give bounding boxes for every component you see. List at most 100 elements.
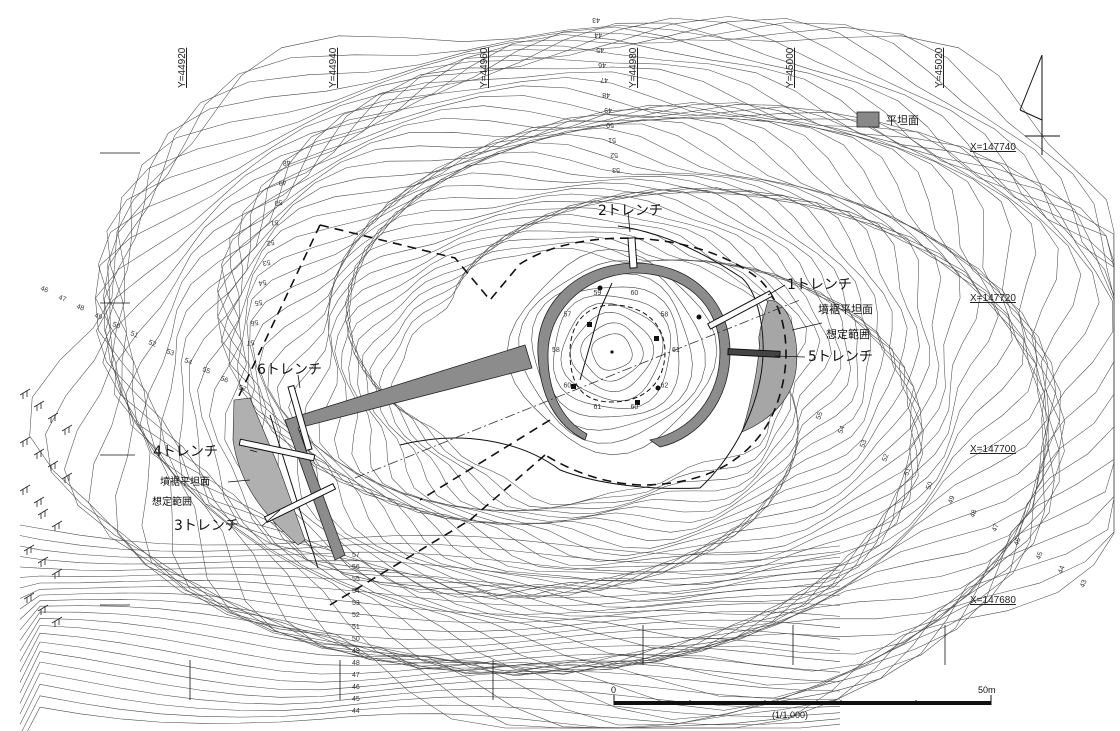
elevation-label: 57 — [246, 338, 255, 346]
contour-line — [102, 66, 1082, 671]
elevation-label: 56 — [352, 564, 360, 571]
elevation-label: 46 — [39, 285, 49, 294]
elevation-label: 51 — [608, 136, 616, 143]
trench-labels: 2トレンチ 1トレンチ 5トレンチ 6トレンチ 4トレンチ 3トレンチ — [153, 203, 873, 534]
elevation-label: 49 — [278, 178, 287, 186]
contour-line — [19, 599, 841, 632]
contour-line — [19, 632, 841, 675]
contour-line — [88, 18, 1115, 726]
mound-contour-line — [580, 322, 644, 382]
contour-line — [288, 187, 915, 570]
contour-line — [98, 26, 1115, 686]
contour-line — [19, 661, 841, 704]
flat-ring — [537, 262, 731, 448]
contour-line — [27, 706, 841, 731]
contour-line — [209, 109, 1044, 640]
contour-line — [249, 142, 930, 596]
contour-line — [378, 241, 786, 509]
hachure-mark — [37, 604, 49, 615]
elevation-label: 58 — [661, 312, 669, 319]
leader-lines — [227, 211, 823, 527]
assumed-boundary — [236, 224, 787, 606]
elevation-label: 47 — [57, 294, 67, 303]
annotation-east-range: 想定範囲 — [826, 327, 870, 341]
elevation-label: 51 — [352, 624, 360, 631]
hachure-mark — [23, 544, 35, 555]
contour-line — [221, 119, 999, 602]
trench-label-5: 5トレンチ — [808, 349, 873, 365]
hachure-mark — [51, 520, 63, 531]
elevation-label: 55 — [201, 366, 211, 375]
contour-line — [21, 695, 841, 731]
contour-line — [19, 683, 841, 725]
contour-line — [19, 641, 841, 683]
elevation-label: 45 — [352, 696, 360, 703]
trench-label-6: 6トレンチ — [257, 362, 322, 378]
hachure-mark — [37, 556, 49, 567]
grid-y-label: Y=45000 — [785, 47, 796, 88]
contour-line — [276, 182, 920, 575]
hachure-mark — [33, 400, 45, 411]
contour-line — [19, 618, 841, 658]
elevation-label: 48 — [75, 303, 85, 312]
elevation-label: 57 — [563, 312, 571, 319]
elevation-label: 48 — [969, 509, 978, 519]
trench-2 — [627, 237, 638, 269]
contour-line — [45, 27, 1115, 729]
contour-line — [334, 188, 885, 557]
elevation-label: 53 — [352, 600, 360, 607]
contour-line — [19, 556, 841, 581]
elevation-label: 44 — [594, 31, 602, 38]
contour-line — [19, 611, 841, 649]
elevation-label: 58 — [552, 347, 560, 354]
contour-line — [105, 16, 1115, 720]
elevation-label: 50 — [606, 121, 614, 128]
elevation-label: 52 — [352, 612, 360, 619]
contour-line — [246, 133, 942, 599]
elevation-label: 60 — [563, 382, 571, 389]
elevation-label: 57 — [352, 552, 360, 559]
contour-line — [217, 117, 1013, 608]
grid-y-label: Y=45020 — [934, 47, 945, 88]
hachure-mark — [23, 592, 35, 603]
hachure-mark — [33, 448, 45, 459]
trench-3 — [263, 482, 337, 524]
elevation-label: 50 — [111, 321, 121, 330]
contour-line — [258, 161, 924, 589]
contour-line — [19, 566, 841, 590]
contour-line — [390, 248, 780, 505]
topographic-contours — [19, 16, 1115, 731]
elevation-label: 54 — [258, 278, 267, 286]
elevation-label: 52 — [610, 151, 618, 158]
contour-line — [95, 44, 1114, 673]
annotation-east-terrace: 墳裾平坦面 — [818, 302, 873, 316]
elevation-label: 62 — [661, 382, 669, 389]
elevation-label: 51 — [903, 467, 912, 477]
trench-label-1: 1トレンチ — [787, 277, 852, 293]
elevation-label: 49 — [93, 312, 103, 321]
trenches — [238, 237, 781, 524]
hachure-mark — [51, 616, 63, 627]
contour-line — [19, 580, 841, 607]
elevation-label: 46 — [352, 684, 360, 691]
hachure-mark — [33, 496, 45, 507]
elevation-label: 47 — [600, 76, 608, 83]
grid-y-ticks — [189, 625, 946, 700]
elevation-label: 50 — [352, 636, 360, 643]
hachure-mark — [61, 424, 73, 435]
contour-line — [29, 25, 1115, 729]
mound-summit-outline — [569, 304, 666, 403]
elevation-label: 47 — [991, 523, 1000, 533]
trench-6 — [287, 384, 313, 452]
elevation-label: 61 — [593, 404, 601, 411]
elevation-label: 57 — [237, 384, 247, 393]
annotation-west-range: 想定範囲 — [152, 495, 192, 508]
trench-4 — [238, 438, 316, 462]
contour-line — [237, 127, 961, 600]
elevation-label: 53 — [165, 348, 175, 357]
contour-line — [217, 117, 1025, 616]
contour-line — [19, 625, 841, 666]
grid-x-label: X=147680 — [970, 595, 1016, 606]
contour-line — [96, 55, 1100, 668]
